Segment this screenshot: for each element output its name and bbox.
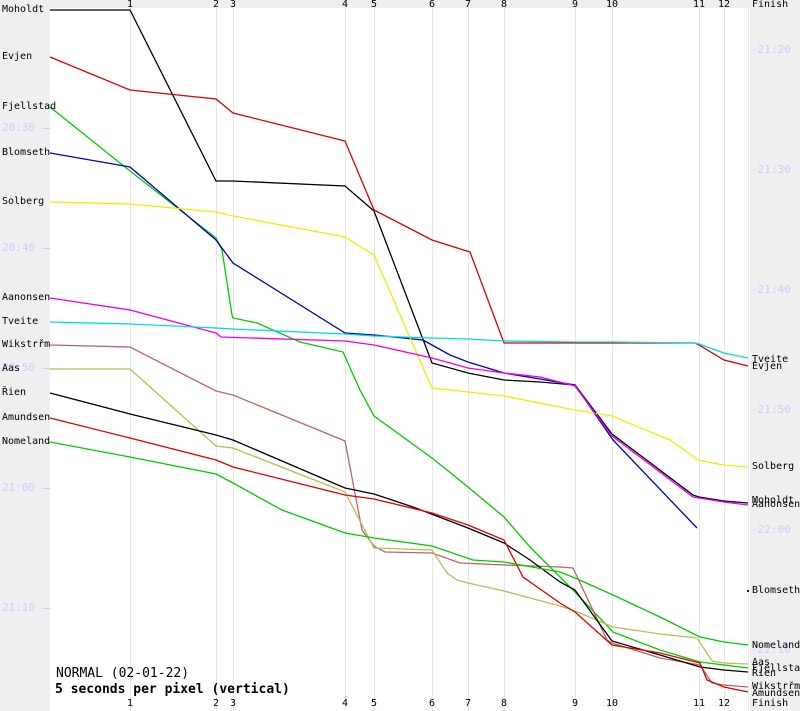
top-tick-6: 6 (428, 0, 436, 10)
bottom-tick-4: 4 (341, 698, 349, 709)
top-tick-finish: Finish (752, 0, 789, 10)
bottom-tick-8: 8 (500, 698, 508, 709)
top-tick-4: 4 (341, 0, 349, 10)
top-tick-8: 8 (500, 0, 508, 10)
runner-line-Evjen (49, 56, 749, 367)
right-name-Blomseth: Blomseth (752, 585, 800, 596)
runner-line-Aas (50, 368, 749, 665)
bottom-tick-5: 5 (370, 698, 378, 709)
bottom-tick-12: 12 (717, 698, 731, 709)
left-time-20:50: 20:50 (2, 361, 36, 374)
right-name-Solberg: Solberg (752, 461, 795, 472)
runner-line-Řien (49, 392, 749, 673)
bottom-tick-2: 2 (212, 698, 220, 709)
left-name-Blomseth: Blomseth (2, 147, 51, 158)
top-tick-2: 2 (212, 0, 220, 10)
runner-line-Fjellstad (49, 106, 749, 669)
bottom-tick-10: 10 (605, 698, 619, 709)
right-name-Moholdt: Moholdt (752, 495, 795, 506)
right-time--21:50: -21:50 (751, 403, 791, 416)
top-tick-1: 1 (126, 0, 134, 10)
right-name-Nomeland: Nomeland (752, 640, 800, 651)
top-tick-3: 3 (229, 0, 237, 10)
right-name-Tveite: Tveite (752, 354, 789, 365)
runner-line-Nomeland (49, 441, 749, 646)
runner-line-Wikstrřm (49, 344, 749, 688)
top-tick-11: 11 (692, 0, 706, 10)
end-dot-Blomseth (747, 590, 749, 592)
left-name-Solberg: Solberg (2, 196, 45, 207)
runner-line-Solberg (49, 201, 749, 468)
runner-line-Aanonsen (49, 297, 749, 506)
bottom-tick-7: 7 (464, 698, 472, 709)
bottom-tick-3: 3 (229, 698, 237, 709)
left-time-20:40: 20:40 (2, 241, 36, 254)
left-name-Nomeland: Nomeland (2, 436, 51, 447)
bottom-tick-6: 6 (428, 698, 436, 709)
right-name-Amundsen: Amundsen (752, 688, 800, 699)
top-tick-7: 7 (464, 0, 472, 10)
bottom-tick-11: 11 (692, 698, 706, 709)
chart-subtitle: 5 seconds per pixel (vertical) (55, 682, 290, 697)
left-name-Aas: Aas (2, 363, 21, 374)
top-tick-10: 10 (605, 0, 619, 10)
top-tick-5: 5 (370, 0, 378, 10)
left-name-Aanonsen: Aanonsen (2, 292, 51, 303)
right-name-Aanonsen: Aanonsen (752, 499, 800, 510)
chart-title: NORMAL (02-01-22) (56, 666, 190, 681)
left-name-Řien: Řien (2, 387, 27, 398)
runner-line-Amundsen (49, 417, 749, 693)
plot-area (50, 8, 750, 711)
right-time--21:20: -21:20 (751, 43, 791, 56)
right-time--21:30: -21:30 (751, 163, 791, 176)
left-name-Amundsen: Amundsen (2, 412, 51, 423)
right-time--22:00: -22:00 (751, 523, 791, 536)
left-name-Fjellstad: Fjellstad (2, 101, 57, 112)
right-name-Řien: Řien (752, 668, 777, 679)
right-time--21:40: -21:40 (751, 283, 791, 296)
right-name-Fjellstad: Fjellstad (752, 663, 800, 674)
left-name-Evjen: Evjen (2, 51, 33, 62)
top-tick-9: 9 (571, 0, 579, 10)
right-name-Aas: Aas (752, 657, 771, 668)
left-time-20:30: 20:30 (2, 121, 36, 134)
right-name-Wikstrřm: Wikstrřm (752, 681, 800, 692)
left-name-Tveite: Tveite (2, 316, 39, 327)
left-time-21:10: 21:10 (2, 601, 36, 614)
runner-line-Tveite (49, 321, 749, 359)
top-tick-12: 12 (717, 0, 731, 10)
bottom-tick-finish: Finish (752, 698, 789, 709)
right-time--22:10: -22:10 (751, 643, 791, 656)
bottom-tick-1: 1 (126, 698, 134, 709)
left-time-21:00: 21:00 (2, 481, 36, 494)
right-name-Evjen: Evjen (752, 361, 783, 372)
runner-line-Moholdt (50, 9, 749, 504)
left-name-Wikstrřm: Wikstrřm (2, 339, 51, 350)
left-name-Moholdt: Moholdt (2, 4, 45, 15)
bottom-tick-9: 9 (571, 698, 579, 709)
